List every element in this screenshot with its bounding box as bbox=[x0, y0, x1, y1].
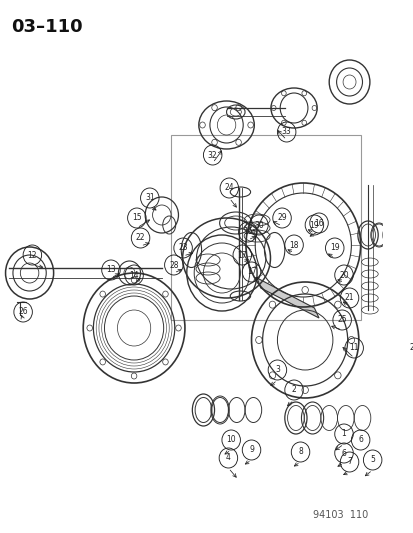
Text: 3: 3 bbox=[274, 366, 279, 375]
Text: 14: 14 bbox=[129, 271, 139, 279]
Text: 16: 16 bbox=[313, 219, 323, 228]
Text: 5: 5 bbox=[369, 456, 374, 464]
Text: 13: 13 bbox=[106, 265, 116, 274]
Text: 28: 28 bbox=[169, 261, 178, 270]
Text: 4: 4 bbox=[225, 454, 230, 463]
Text: 30: 30 bbox=[254, 221, 263, 230]
Text: 29: 29 bbox=[277, 214, 286, 222]
Text: 24: 24 bbox=[224, 183, 234, 192]
Text: 2: 2 bbox=[291, 385, 296, 394]
Text: 23: 23 bbox=[178, 244, 188, 253]
Text: 6: 6 bbox=[341, 448, 346, 457]
Text: 12: 12 bbox=[28, 251, 37, 260]
Text: 8: 8 bbox=[297, 448, 302, 456]
Text: 6: 6 bbox=[357, 435, 362, 445]
Text: 7: 7 bbox=[346, 457, 351, 466]
Text: 26: 26 bbox=[18, 308, 28, 317]
Text: 18: 18 bbox=[289, 240, 298, 249]
Text: 31: 31 bbox=[145, 193, 154, 203]
Text: 21: 21 bbox=[344, 294, 354, 303]
Text: 27: 27 bbox=[408, 343, 413, 352]
Text: 15: 15 bbox=[132, 214, 141, 222]
Text: 17: 17 bbox=[246, 268, 256, 277]
Text: 16: 16 bbox=[242, 228, 252, 237]
Text: 19: 19 bbox=[329, 244, 339, 253]
Polygon shape bbox=[256, 278, 318, 318]
Text: 17: 17 bbox=[237, 251, 247, 260]
Text: 32: 32 bbox=[207, 150, 217, 159]
Text: 1: 1 bbox=[341, 430, 346, 439]
Text: 19: 19 bbox=[309, 221, 318, 230]
Text: 03–110: 03–110 bbox=[11, 18, 83, 36]
Text: 22: 22 bbox=[135, 233, 145, 243]
Text: 33: 33 bbox=[281, 127, 291, 136]
Text: 20: 20 bbox=[338, 271, 348, 279]
Text: 10: 10 bbox=[226, 435, 235, 445]
Text: 11: 11 bbox=[349, 343, 358, 352]
Text: 9: 9 bbox=[249, 446, 253, 455]
Text: 94103  110: 94103 110 bbox=[312, 510, 367, 520]
Text: 25: 25 bbox=[337, 316, 346, 325]
